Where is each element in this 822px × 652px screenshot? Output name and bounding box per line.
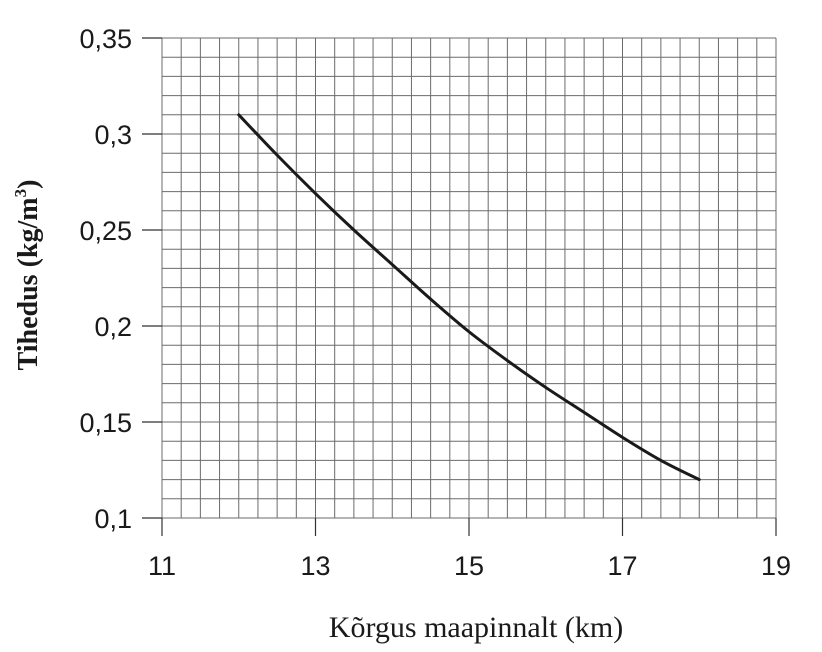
- x-tick-label: 11: [148, 551, 176, 581]
- series-layer: [237, 113, 701, 482]
- y-tick-label: 0,2: [94, 312, 132, 342]
- y-tick-label: 0,1: [94, 504, 132, 534]
- x-tick-label: 15: [454, 551, 484, 581]
- x-tick-label: 13: [300, 551, 330, 581]
- x-tick-label: 19: [761, 551, 791, 581]
- chart-grid: [161, 37, 777, 519]
- x-axis-ticks: 11 13 15 17 19: [148, 518, 791, 581]
- y-tick-label: 0,25: [79, 216, 132, 246]
- y-axis-title: Tihedus (kg/m3): [11, 180, 44, 371]
- y-axis-title-close: ): [13, 180, 44, 189]
- x-axis-title: Kõrgus maapinnalt (km): [329, 611, 623, 644]
- y-axis-ticks: 0,1 0,15 0,2 0,25 0,3 0,35: [79, 24, 162, 534]
- y-axis-title-main: Tihedus (kg/m: [13, 197, 44, 370]
- y-tick-label: 0,35: [79, 24, 132, 54]
- y-tick-label: 0,15: [79, 408, 132, 438]
- y-tick-label: 0,3: [94, 120, 132, 150]
- x-tick-label: 17: [607, 551, 637, 581]
- y-axis-title-superscript: 3: [11, 189, 30, 198]
- density-curve: [237, 113, 701, 482]
